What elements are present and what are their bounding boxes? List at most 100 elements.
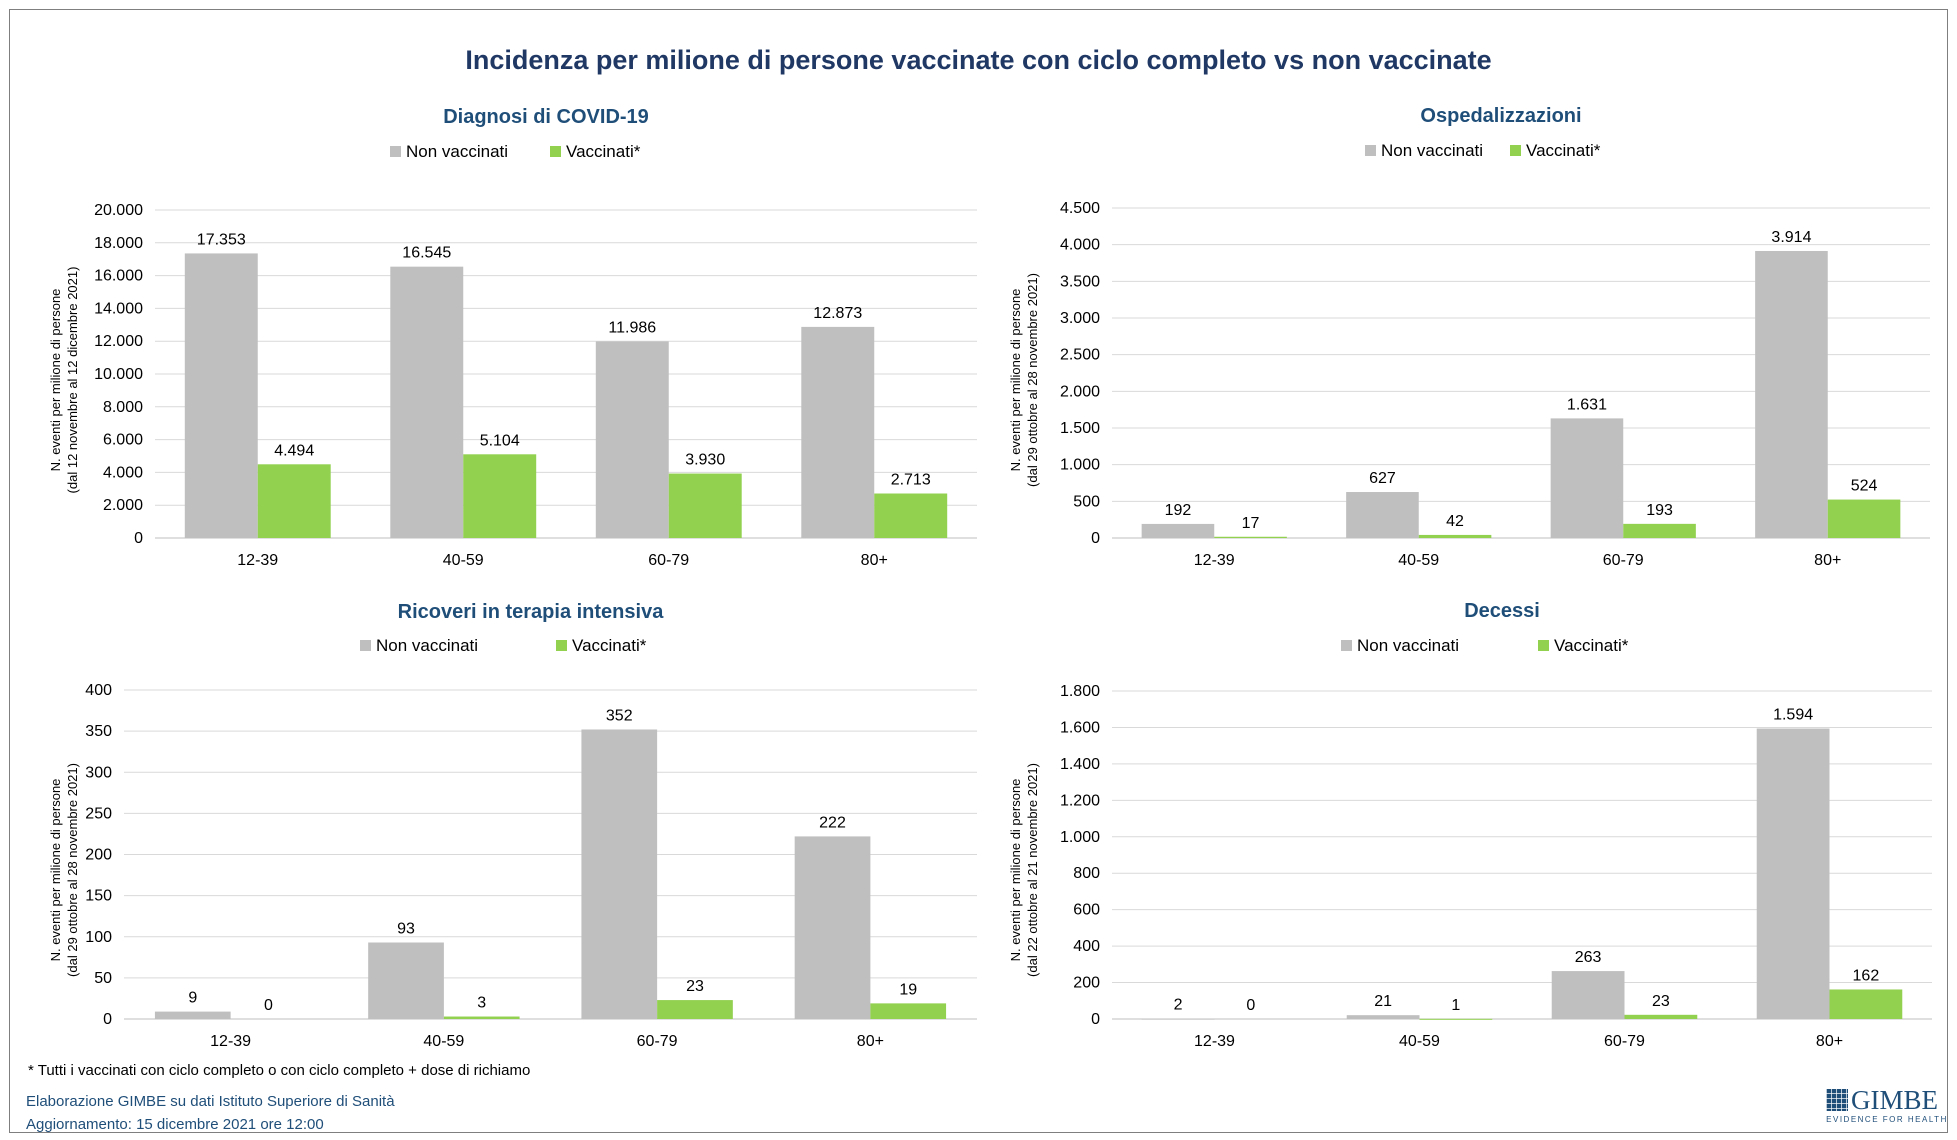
data-label: 23 bbox=[1652, 993, 1670, 1010]
data-label: 1.631 bbox=[1567, 396, 1607, 413]
bar-non-vaccinati-12-39 bbox=[1141, 1018, 1215, 1020]
data-label: 192 bbox=[1165, 502, 1192, 519]
bar-vaccinati-60-79 bbox=[657, 1000, 733, 1019]
data-label: 352 bbox=[606, 707, 633, 724]
bar-vaccinati-80plus bbox=[874, 493, 948, 538]
y-axis-label: N. eventi per milione di persone bbox=[48, 779, 63, 962]
legend-swatch-non-vaccinati bbox=[1365, 145, 1376, 156]
data-label: 23 bbox=[686, 978, 704, 995]
y-tick-label: 3.500 bbox=[1060, 273, 1100, 290]
data-label: 11.986 bbox=[608, 319, 656, 336]
y-tick-label: 16.000 bbox=[94, 268, 143, 285]
chart-title: Diagnosi di COVID-19 bbox=[443, 106, 649, 128]
y-tick-label: 200 bbox=[1073, 975, 1100, 992]
y-tick-label: 4.000 bbox=[1060, 237, 1100, 254]
y-axis-label: N. eventi per milione di persone bbox=[1008, 289, 1023, 472]
y-tick-label: 1.200 bbox=[1060, 792, 1100, 809]
chart-decessi: Decessi Non vaccinati Vaccinati* 0 200 400 600… bbox=[1008, 600, 1932, 1050]
y-tick-label: 0 bbox=[1091, 1011, 1100, 1028]
bar-non-vaccinati-12-39 bbox=[154, 1011, 231, 1019]
y-tick-label: 8.000 bbox=[103, 399, 143, 416]
y-tick-label: 300 bbox=[85, 764, 112, 781]
y-tick-label: 0 bbox=[1091, 530, 1100, 547]
y-tick-label: 1.000 bbox=[1060, 829, 1100, 846]
chart-title: Ricoveri in terapia intensiva bbox=[398, 601, 665, 623]
y-tick-label: 400 bbox=[1073, 938, 1100, 955]
y-tick-label: 12.000 bbox=[94, 333, 143, 350]
chart-diagnosi: Diagnosi di COVID-19 Non vaccinati Vaccina… bbox=[48, 106, 977, 569]
y-tick-label: 0 bbox=[103, 1011, 112, 1028]
bar-non-vaccinati-80plus bbox=[801, 326, 875, 538]
legend-swatch-non-vaccinati bbox=[1341, 640, 1352, 651]
x-tick-label: 80+ bbox=[857, 1033, 884, 1050]
y-tick-label: 1.000 bbox=[1060, 457, 1100, 474]
y-tick-label: 200 bbox=[85, 847, 112, 864]
bar-vaccinati-40-59 bbox=[443, 1016, 520, 1019]
data-label: 2.713 bbox=[891, 472, 931, 489]
legend-label: Non vaccinati bbox=[376, 636, 478, 655]
bar-vaccinati-80plus bbox=[870, 1003, 947, 1019]
chart-title: Ospedalizzazioni bbox=[1420, 105, 1581, 127]
bar-vaccinati-60-79 bbox=[1624, 1014, 1698, 1019]
data-label: 3 bbox=[477, 995, 486, 1012]
chart-ospedalizzazioni: Ospedalizzazioni Non vaccinati Vaccinati* 0… bbox=[1008, 105, 1930, 569]
bar-non-vaccinati-40-59 bbox=[1346, 492, 1419, 538]
legend-swatch-non-vaccinati bbox=[360, 640, 371, 651]
data-label: 17.353 bbox=[197, 231, 246, 248]
y-tick-label: 1.400 bbox=[1060, 756, 1100, 773]
bar-non-vaccinati-80plus bbox=[1755, 250, 1828, 538]
chart-frame bbox=[9, 9, 1948, 1133]
y-tick-label: 14.000 bbox=[94, 300, 143, 317]
legend-label: Non vaccinati bbox=[1357, 636, 1459, 655]
y-tick-label: 100 bbox=[85, 929, 112, 946]
y-axis-label: (dal 29 ottobre al 28 novembre 2021) bbox=[65, 763, 80, 977]
y-tick-label: 800 bbox=[1073, 865, 1100, 882]
logo-tagline: EVIDENCE FOR HEALTH bbox=[1826, 1115, 1948, 1124]
bar-non-vaccinati-60-79 bbox=[595, 341, 669, 538]
legend-swatch-vaccinati bbox=[1538, 640, 1549, 651]
bar-non-vaccinati-40-59 bbox=[1346, 1015, 1420, 1019]
y-tick-label: 2.000 bbox=[1060, 383, 1100, 400]
bar-vaccinati-40-59 bbox=[463, 454, 537, 538]
data-label: 524 bbox=[1851, 478, 1878, 495]
bar-vaccinati-12-39 bbox=[1214, 536, 1287, 538]
y-tick-label: 2.500 bbox=[1060, 347, 1100, 364]
data-label: 19 bbox=[899, 981, 917, 998]
bar-non-vaccinati-60-79 bbox=[1551, 971, 1625, 1019]
y-tick-label: 0 bbox=[134, 530, 143, 547]
data-label: 42 bbox=[1446, 513, 1464, 530]
data-label: 193 bbox=[1646, 502, 1673, 519]
chart-title: Decessi bbox=[1464, 600, 1540, 622]
footnote: * Tutti i vaccinati con ciclo completo o… bbox=[28, 1062, 531, 1079]
x-tick-label: 60-79 bbox=[648, 552, 689, 569]
bar-vaccinati-40-59 bbox=[1419, 1018, 1493, 1020]
y-tick-label: 4.000 bbox=[103, 464, 143, 481]
legend-label: Non vaccinati bbox=[1381, 141, 1483, 160]
y-tick-label: 2.000 bbox=[103, 497, 143, 514]
data-label: 16.545 bbox=[402, 245, 451, 262]
y-tick-label: 50 bbox=[94, 970, 112, 987]
y-axis-label: (dal 29 ottobre al 28 novembre 2021) bbox=[1025, 273, 1040, 487]
source-note: Elaborazione GIMBE su dati Istituto Supe… bbox=[26, 1090, 395, 1136]
legend-label: Vaccinati* bbox=[1554, 636, 1629, 655]
data-label: 21 bbox=[1374, 993, 1392, 1010]
bar-non-vaccinati-80plus bbox=[794, 836, 871, 1019]
legend-swatch-vaccinati bbox=[1510, 145, 1521, 156]
data-label: 0 bbox=[264, 997, 273, 1014]
update-line: Aggiornamento: 15 dicembre 2021 ore 12:0… bbox=[26, 1116, 324, 1133]
bar-vaccinati-40-59 bbox=[1418, 534, 1492, 538]
x-tick-label: 40-59 bbox=[1398, 552, 1439, 569]
y-tick-label: 150 bbox=[85, 888, 112, 905]
x-tick-label: 12-39 bbox=[1194, 552, 1235, 569]
bar-non-vaccinati-60-79 bbox=[581, 729, 658, 1019]
gimbe-logo: GIMBE EVIDENCE FOR HEALTH bbox=[1826, 1086, 1948, 1126]
legend-swatch-vaccinati bbox=[556, 640, 567, 651]
data-label: 263 bbox=[1575, 949, 1602, 966]
x-tick-label: 40-59 bbox=[1399, 1033, 1440, 1050]
y-axis-label: N. eventi per milione di persone bbox=[1008, 779, 1023, 962]
x-tick-label: 40-59 bbox=[423, 1033, 464, 1050]
x-tick-label: 12-39 bbox=[1194, 1033, 1235, 1050]
data-label: 1.594 bbox=[1773, 707, 1813, 724]
legend-label: Vaccinati* bbox=[566, 142, 641, 161]
chart-terapia-intensiva: Ricoveri in terapia intensiva Non vaccina… bbox=[48, 601, 977, 1050]
